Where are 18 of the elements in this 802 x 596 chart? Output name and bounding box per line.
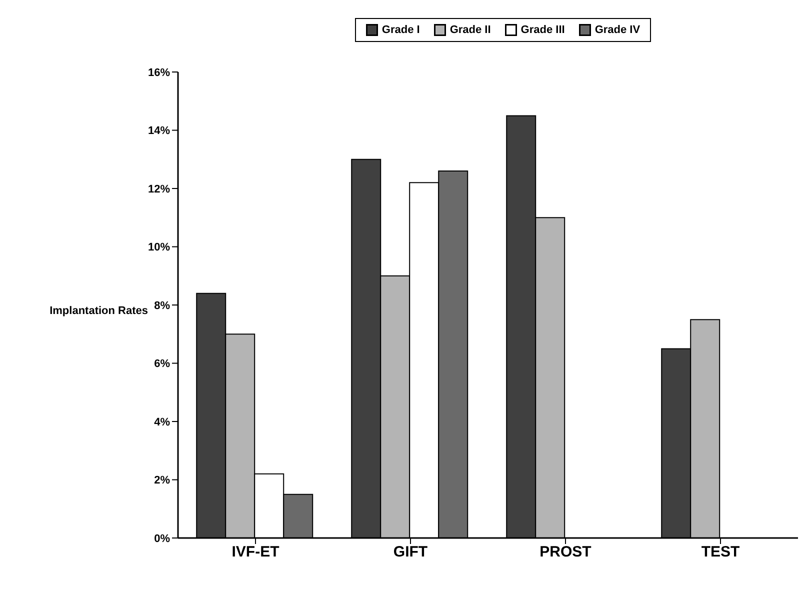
legend-label: Grade III xyxy=(520,24,565,36)
y-tick-label: 16% xyxy=(148,66,170,79)
y-axis-title: Implantation Rates xyxy=(48,304,148,318)
x-tick-label: IVF-ET xyxy=(232,544,280,561)
y-tick-label: 12% xyxy=(148,183,170,196)
x-tick-label: GIFT xyxy=(393,544,428,561)
legend-label: Grade IV xyxy=(594,24,640,36)
y-tick-label: 6% xyxy=(154,358,170,370)
y-tick-label: 0% xyxy=(154,532,170,545)
y-tick-label: 14% xyxy=(148,125,170,138)
x-tick-label: TEST xyxy=(701,544,740,561)
y-tick-label: 8% xyxy=(154,300,170,312)
legend-label: Grade I xyxy=(380,24,420,36)
legend-label: Grade II xyxy=(448,24,491,36)
y-tick-label: 2% xyxy=(154,474,170,487)
y-tick-label: 10% xyxy=(148,242,170,254)
x-tick-label: PROST xyxy=(540,544,592,561)
y-tick-label: 4% xyxy=(154,416,170,428)
